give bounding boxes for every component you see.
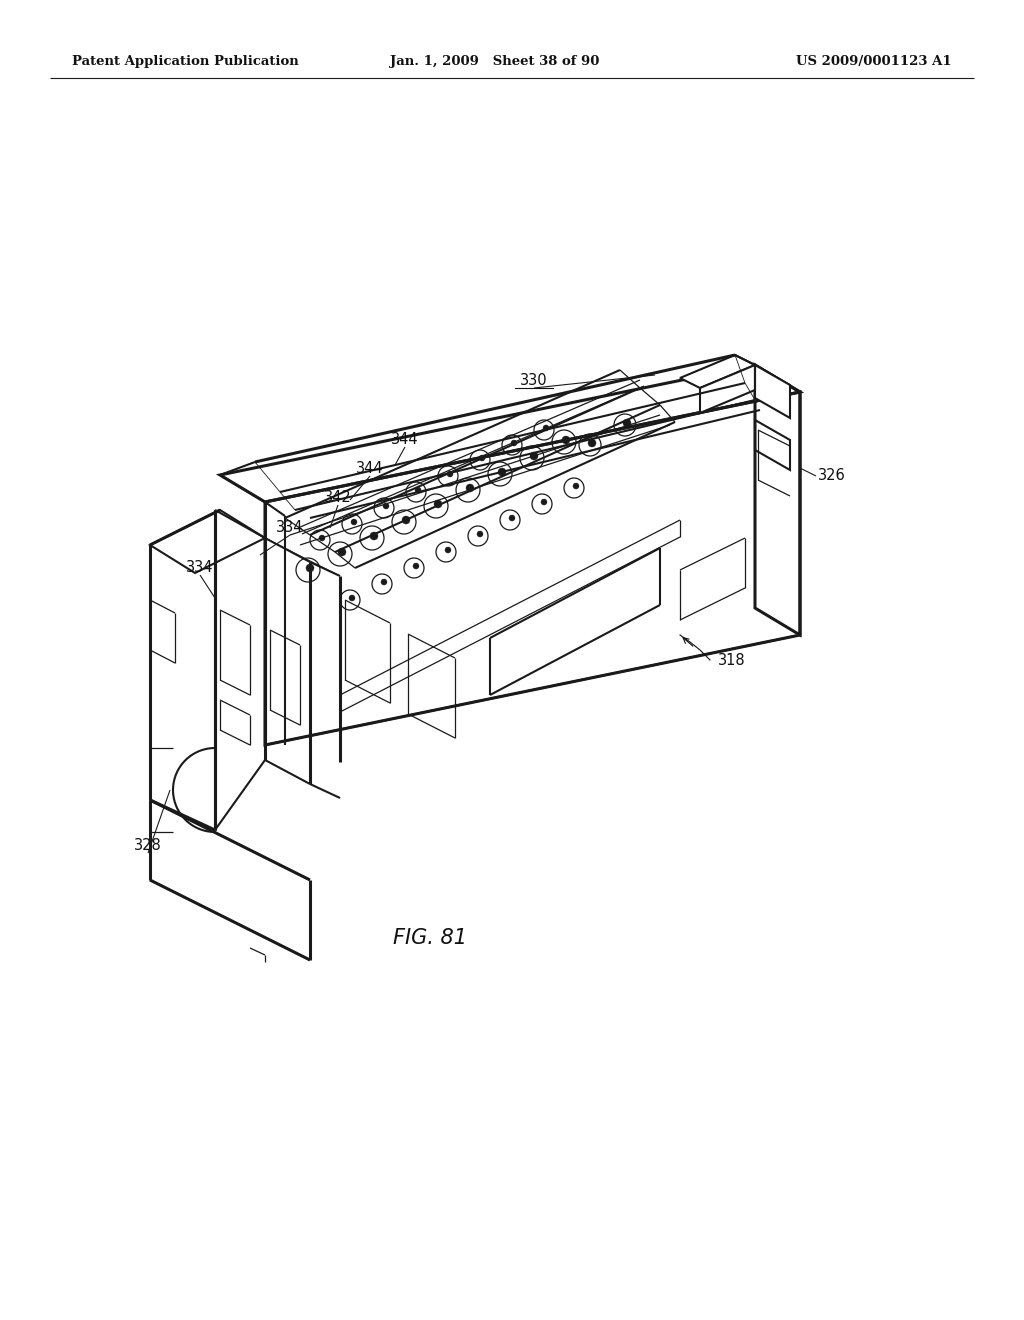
Circle shape (349, 595, 355, 601)
Polygon shape (680, 355, 755, 388)
Text: Jan. 1, 2009   Sheet 38 of 90: Jan. 1, 2009 Sheet 38 of 90 (390, 55, 599, 69)
Circle shape (623, 418, 631, 426)
Circle shape (447, 471, 453, 477)
Circle shape (338, 548, 346, 556)
Text: 334: 334 (186, 560, 214, 576)
Circle shape (370, 532, 378, 540)
Circle shape (351, 519, 357, 525)
Text: 342: 342 (325, 490, 352, 506)
Circle shape (477, 531, 483, 537)
Polygon shape (700, 366, 755, 413)
Circle shape (511, 440, 517, 446)
Circle shape (381, 579, 387, 585)
Circle shape (466, 484, 474, 492)
Circle shape (562, 436, 570, 444)
Circle shape (530, 451, 538, 459)
Polygon shape (755, 366, 790, 418)
Circle shape (479, 455, 485, 461)
Text: 328: 328 (134, 838, 162, 853)
Text: Patent Application Publication: Patent Application Publication (72, 55, 299, 69)
Text: FIG. 81: FIG. 81 (393, 928, 467, 948)
Circle shape (434, 500, 442, 508)
Circle shape (588, 440, 596, 447)
Circle shape (319, 535, 325, 541)
Circle shape (509, 515, 515, 521)
Circle shape (573, 483, 579, 488)
Circle shape (541, 499, 547, 506)
Text: 330: 330 (520, 374, 548, 388)
Text: 326: 326 (818, 469, 846, 483)
Circle shape (415, 487, 421, 492)
Text: 344: 344 (356, 461, 384, 477)
Circle shape (543, 425, 549, 432)
Text: 344: 344 (391, 432, 419, 447)
Text: US 2009/0001123 A1: US 2009/0001123 A1 (797, 55, 952, 69)
Circle shape (383, 503, 389, 510)
Circle shape (413, 564, 419, 569)
Text: 318: 318 (718, 653, 745, 668)
Circle shape (306, 564, 314, 572)
Circle shape (445, 546, 451, 553)
Text: 334: 334 (276, 520, 304, 535)
Circle shape (498, 469, 506, 477)
Circle shape (402, 516, 410, 524)
